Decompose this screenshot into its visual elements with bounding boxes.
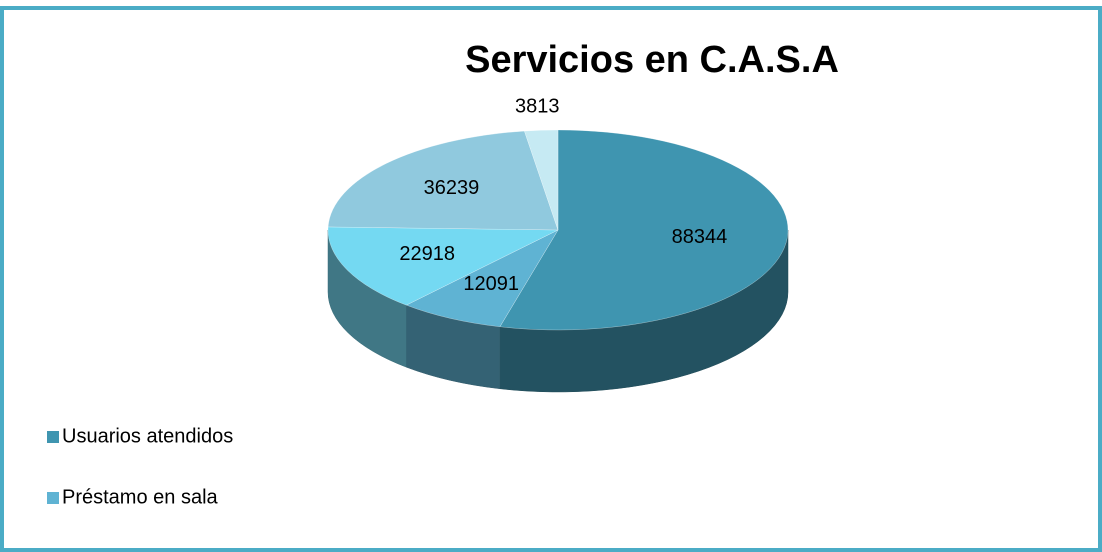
legend-swatch — [47, 431, 59, 443]
pie-slice-top — [327, 226, 559, 306]
legend-label: Préstamo en sala — [62, 486, 219, 508]
data-label: 12091 — [463, 273, 519, 295]
data-label: 3813 — [515, 96, 560, 118]
pie-slice — [327, 226, 559, 368]
pie-slice-top — [499, 129, 789, 331]
data-label: 36239 — [424, 177, 480, 199]
legend-label: Usuarios atendidos — [62, 425, 233, 447]
pie-slice — [327, 130, 559, 231]
pie-slice-top — [524, 129, 559, 231]
pie-slice — [405, 229, 559, 390]
legend-swatch — [47, 492, 59, 504]
data-label: 22918 — [399, 243, 455, 265]
pie-slice-top — [405, 229, 559, 328]
pie-slice — [524, 129, 559, 231]
chart-title: Servicios en C.A.S.A — [465, 39, 839, 81]
pie-slice-top — [327, 130, 559, 231]
data-label: 88344 — [672, 226, 728, 248]
